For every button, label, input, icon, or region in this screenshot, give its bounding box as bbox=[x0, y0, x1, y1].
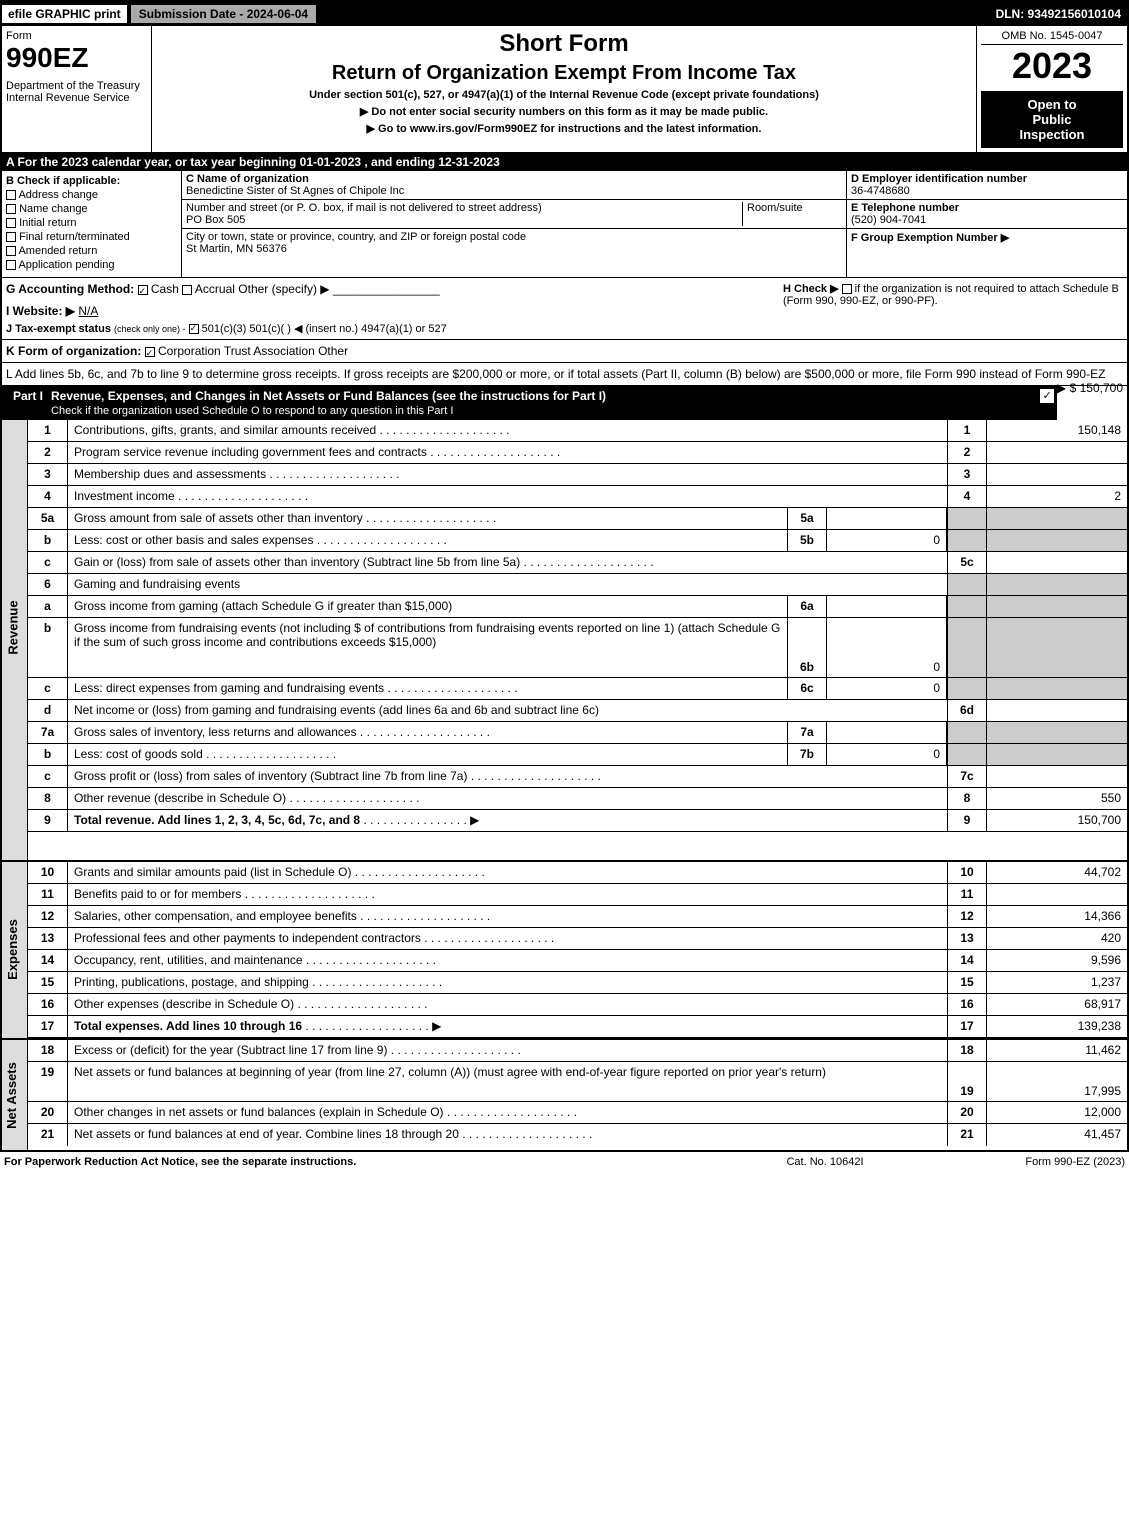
c-city-label: City or town, state or province, country… bbox=[186, 231, 526, 243]
line-6c-value: 0 bbox=[827, 678, 947, 699]
form-number: 990EZ bbox=[6, 42, 147, 74]
short-form-title: Short Form bbox=[156, 30, 972, 58]
line-10-value: 44,702 bbox=[987, 862, 1127, 883]
line-17-value: 139,238 bbox=[987, 1016, 1127, 1037]
checkbox-application-pending[interactable] bbox=[6, 260, 16, 270]
line-7c-value bbox=[987, 766, 1127, 787]
c-street-label: Number and street (or P. O. box, if mail… bbox=[186, 202, 542, 214]
e-label: E Telephone number bbox=[851, 202, 959, 214]
l-amount: ▶ $ 150,700 bbox=[1057, 381, 1123, 395]
section-a: A For the 2023 calendar year, or tax yea… bbox=[2, 153, 1127, 171]
checkbox-amended-return[interactable] bbox=[6, 246, 16, 256]
checkbox-initial-return[interactable] bbox=[6, 218, 16, 228]
org-city: St Martin, MN 56376 bbox=[186, 243, 287, 255]
line-18-value: 11,462 bbox=[987, 1040, 1127, 1061]
footer: For Paperwork Reduction Act Notice, see … bbox=[0, 1152, 1129, 1172]
omb-number: OMB No. 1545-0047 bbox=[981, 30, 1123, 45]
checkbox-final-return[interactable] bbox=[6, 232, 16, 242]
line-1-value: 150,148 bbox=[987, 420, 1127, 441]
org-name: Benedictine Sister of St Agnes of Chipol… bbox=[186, 185, 404, 197]
form-label: Form bbox=[6, 30, 147, 42]
checkbox-501c3[interactable] bbox=[189, 324, 199, 334]
k-label: K Form of organization: bbox=[6, 344, 141, 358]
ssn-warning: ▶ Do not enter social security numbers o… bbox=[156, 105, 972, 118]
revenue-label: Revenue bbox=[6, 600, 21, 654]
line-3-value bbox=[987, 464, 1127, 485]
footer-left: For Paperwork Reduction Act Notice, see … bbox=[4, 1156, 725, 1168]
dln: DLN: 93492156010104 bbox=[996, 7, 1127, 21]
line-11-value bbox=[987, 884, 1127, 905]
line-7b-value: 0 bbox=[827, 744, 947, 765]
dept-treasury: Department of the Treasury Internal Reve… bbox=[6, 80, 147, 104]
line-14-value: 9,596 bbox=[987, 950, 1127, 971]
header-right: OMB No. 1545-0047 2023 Open to Public In… bbox=[977, 26, 1127, 152]
checkbox-address-change[interactable] bbox=[6, 190, 16, 200]
telephone: (520) 904-7041 bbox=[851, 214, 926, 226]
line-4-value: 2 bbox=[987, 486, 1127, 507]
c-name-label: C Name of organization bbox=[186, 173, 309, 185]
org-street: PO Box 505 bbox=[186, 214, 245, 226]
tax-year: 2023 bbox=[981, 45, 1123, 87]
line-8-value: 550 bbox=[987, 788, 1127, 809]
line-5c-value bbox=[987, 552, 1127, 573]
ein: 36-4748680 bbox=[851, 185, 910, 197]
g-label: G Accounting Method: bbox=[6, 282, 134, 296]
checkbox-h[interactable] bbox=[842, 284, 852, 294]
line-20-value: 12,000 bbox=[987, 1102, 1127, 1123]
line-5b-value: 0 bbox=[827, 530, 947, 551]
checkbox-accrual[interactable] bbox=[182, 285, 192, 295]
checkbox-cash[interactable] bbox=[138, 285, 148, 295]
f-label: F Group Exemption Number ▶ bbox=[851, 232, 1009, 244]
section-b: B Check if applicable: Address change Na… bbox=[2, 171, 182, 277]
return-title: Return of Organization Exempt From Incom… bbox=[156, 62, 972, 85]
under-section: Under section 501(c), 527, or 4947(a)(1)… bbox=[156, 89, 972, 101]
submission-date: Submission Date - 2024-06-04 bbox=[131, 5, 316, 23]
line-15-value: 1,237 bbox=[987, 972, 1127, 993]
checkbox-corporation[interactable] bbox=[145, 347, 155, 357]
part1-label: Part I bbox=[5, 389, 51, 417]
footer-formref: Form 990-EZ (2023) bbox=[925, 1156, 1125, 1168]
section-b-header: B Check if applicable: bbox=[6, 175, 177, 187]
h-label: H Check ▶ bbox=[783, 283, 839, 295]
room-suite-label: Room/suite bbox=[742, 202, 842, 226]
line-16-value: 68,917 bbox=[987, 994, 1127, 1015]
line-21-value: 41,457 bbox=[987, 1124, 1127, 1146]
section-de: D Employer identification number 36-4748… bbox=[847, 171, 1127, 277]
line-6d-value bbox=[987, 700, 1127, 721]
expenses-label: Expenses bbox=[5, 919, 20, 980]
line-13-value: 420 bbox=[987, 928, 1127, 949]
line-9-value: 150,700 bbox=[987, 810, 1127, 831]
top-bar: efile GRAPHIC print Submission Date - 20… bbox=[2, 2, 1127, 26]
line-19-value: 17,995 bbox=[987, 1062, 1127, 1101]
checkbox-name-change[interactable] bbox=[6, 204, 16, 214]
footer-catno: Cat. No. 10642I bbox=[725, 1156, 925, 1168]
part1-header: Part I Revenue, Expenses, and Changes in… bbox=[2, 386, 1057, 420]
l-text: L Add lines 5b, 6c, and 7b to line 9 to … bbox=[6, 367, 1105, 381]
goto-link[interactable]: ▶ Go to www.irs.gov/Form990EZ for instru… bbox=[156, 122, 972, 135]
part1-checkbox[interactable]: ✓ bbox=[1040, 389, 1054, 403]
line-2-value bbox=[987, 442, 1127, 463]
header-center: Short Form Return of Organization Exempt… bbox=[152, 26, 977, 152]
section-c: C Name of organization Benedictine Siste… bbox=[182, 171, 847, 277]
netassets-label: Net Assets bbox=[4, 1062, 19, 1129]
header-left: Form 990EZ Department of the Treasury In… bbox=[2, 26, 152, 152]
j-label: J Tax-exempt status bbox=[6, 323, 111, 335]
open-public-badge: Open to Public Inspection bbox=[981, 91, 1123, 148]
line-6b-value: 0 bbox=[827, 618, 947, 677]
website-value: N/A bbox=[78, 304, 98, 318]
i-label: I Website: ▶ bbox=[6, 304, 75, 318]
efile-label: efile GRAPHIC print bbox=[2, 5, 127, 23]
d-label: D Employer identification number bbox=[851, 173, 1027, 185]
line-12-value: 14,366 bbox=[987, 906, 1127, 927]
